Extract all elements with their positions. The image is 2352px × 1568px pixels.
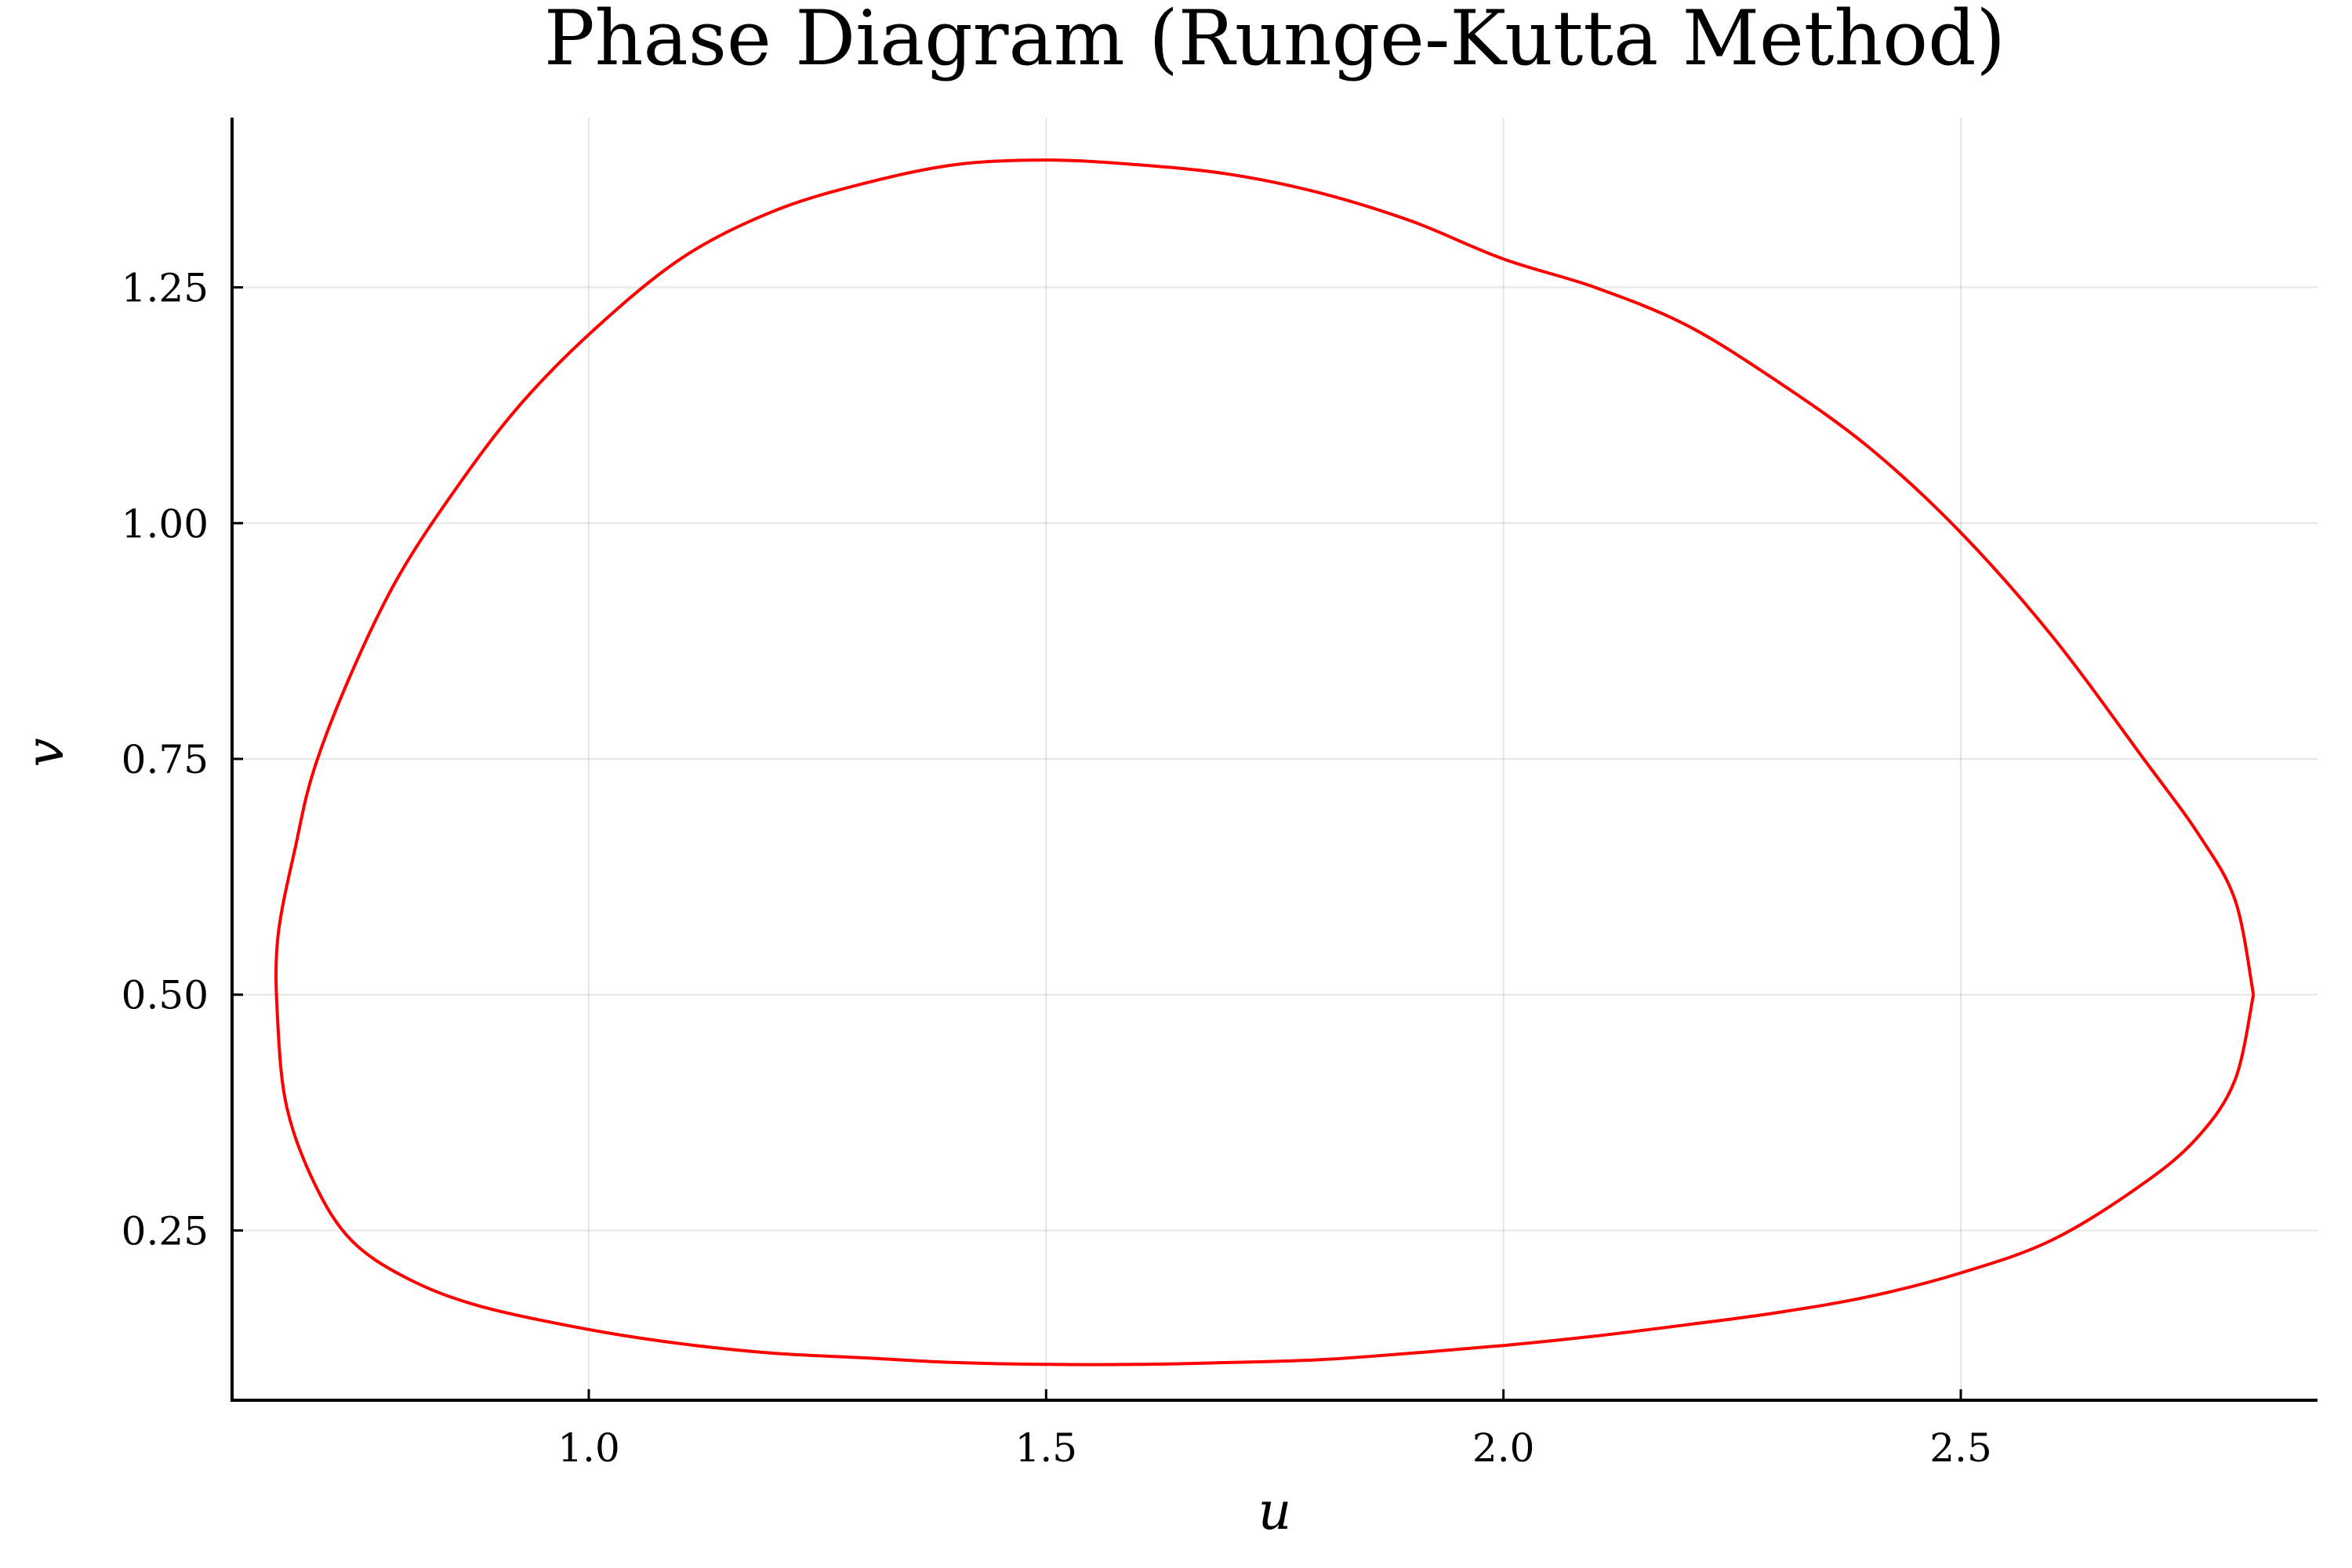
- y-tick-label: 0.25: [122, 1208, 209, 1254]
- grid-lines: [232, 118, 2318, 1400]
- x-tick-label: 1.5: [1015, 1425, 1078, 1471]
- x-tick-label: 2.5: [1929, 1425, 1992, 1471]
- y-tick-label: 1.25: [122, 266, 209, 311]
- y-tick-label: 0.50: [122, 973, 209, 1018]
- chart-title: Phase Diagram (Runge-Kutta Method): [544, 0, 2005, 82]
- series-layer: [274, 158, 2256, 1367]
- y-tick-labels: 0.25 0.50 0.75 1.00 1.25: [122, 266, 209, 1254]
- x-tick-labels: 1.0 1.5 2.0 2.5: [557, 1425, 1992, 1471]
- x-tick-label: 2.0: [1472, 1425, 1535, 1471]
- x-axis-label: u: [1258, 1481, 1292, 1541]
- y-tick-label: 1.00: [122, 501, 209, 546]
- phase-trajectory-line: [274, 158, 2256, 1367]
- y-axis-label: v: [15, 738, 75, 767]
- axes: [230, 118, 2318, 1402]
- x-tick-label: 1.0: [557, 1425, 620, 1471]
- y-tick-label: 0.75: [122, 737, 209, 782]
